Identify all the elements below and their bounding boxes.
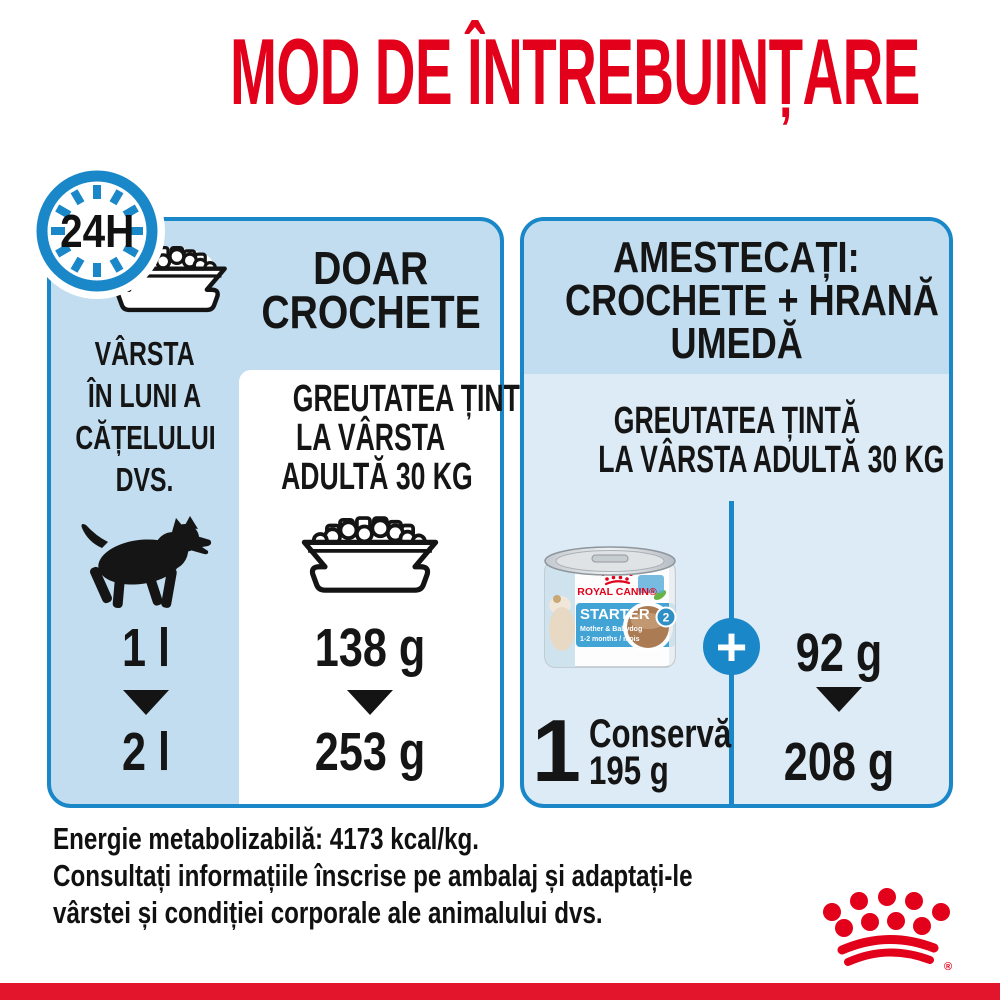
target-weight-dry-line1: GREUTATEA ȚINTĂ xyxy=(292,378,540,420)
target-weight-label-dry: GREUTATEA ȚINTĂ LA VÂRSTA ADULTĂ 30 KG xyxy=(240,380,539,498)
age-start-text: 1 l xyxy=(121,618,171,678)
age-end-text: 2 l xyxy=(121,722,171,782)
plus-sign-text: + xyxy=(715,616,748,677)
down-arrow-icon xyxy=(347,690,393,715)
mixed-arrow xyxy=(764,687,914,712)
wet-kibble-end-value: 208 g xyxy=(764,734,914,790)
target-weight-dry-line2: LA VÂRSTA xyxy=(296,417,446,459)
mixed-title-line2: CROCHETE + HRANĂ xyxy=(565,276,939,325)
footer-line3: vârstei și condiției corporale ale anima… xyxy=(53,895,603,930)
mixed-panel-title: AMESTECAȚI: CROCHETE + HRANĂ UMEDĂ xyxy=(524,233,949,368)
mixed-title-line1: AMESTECAȚI: xyxy=(613,233,860,282)
plus-icon: + xyxy=(703,618,760,675)
age-arrow xyxy=(56,690,236,715)
kibble-bowl-icon-dry xyxy=(295,516,445,595)
puppy-age-label-line2: ÎN LUNI A xyxy=(87,377,202,414)
dry-end-value: 253 g xyxy=(280,724,460,780)
puppy-age-label: VÂRSTA ÎN LUNI A CĂȚELULUI DVS. xyxy=(52,333,237,501)
mixed-panel-header-background xyxy=(524,221,949,374)
page-title-text: MOD DE ÎNTREBUINȚARE xyxy=(229,19,920,124)
dry-arrow xyxy=(280,690,460,715)
clock-24h-text: 24H xyxy=(59,205,135,257)
down-arrow-icon xyxy=(123,690,169,715)
kibble-start-text: 92 g xyxy=(795,623,883,683)
dry-start-text: 138 g xyxy=(314,618,426,678)
age-end-value: 2 l xyxy=(56,724,236,780)
dry-start-value: 138 g xyxy=(280,620,460,676)
dry-food-title-line2: CROCHETE xyxy=(261,286,481,338)
target-weight-mixed-line1: GREUTATEA ȚINTĂ xyxy=(613,400,860,442)
down-arrow-icon xyxy=(816,687,862,712)
kibble-end-text: 208 g xyxy=(783,732,895,792)
puppy-silhouette-icon xyxy=(81,516,212,609)
clock-24h-label: 24H xyxy=(27,207,167,255)
page-title: MOD DE ÎNTREBUINȚARE xyxy=(0,24,1000,120)
footer-line1: Energie metabolizabilă: 4173 kcal/kg. xyxy=(53,821,480,856)
can-serving-info: 1 Conservă 195 g xyxy=(532,701,771,800)
bottom-red-bar xyxy=(0,983,1000,1000)
dry-food-panel-title: DOAR CROCHETE xyxy=(240,242,502,338)
dry-end-text: 253 g xyxy=(314,722,426,782)
age-start-value: 1 l xyxy=(56,620,236,676)
footer-note: Energie metabolizabilă: 4173 kcal/kg. Co… xyxy=(53,820,813,931)
can-product-text: STARTER xyxy=(580,606,650,623)
royal-canin-crown-logo: ® xyxy=(823,888,952,973)
can-subtitle-text: Mother & Babydog xyxy=(580,626,642,633)
can-age-range-text: 1-2 months / mois xyxy=(580,636,640,643)
target-weight-dry-line3: ADULTĂ 30 KG xyxy=(281,456,473,498)
mixed-title-line3: UMEDĂ xyxy=(670,319,803,368)
target-weight-mixed-line2: LA VÂRSTA ADULTĂ 30 KG xyxy=(598,439,945,481)
mixed-feeding-panel: AMESTECAȚI: CROCHETE + HRANĂ UMEDĂ GREUT… xyxy=(520,217,953,808)
wet-kibble-start-value: 92 g xyxy=(764,625,914,681)
can-badge-circle xyxy=(655,606,677,628)
can-unit-label: Conservă xyxy=(588,712,732,756)
puppy-age-label-line4: DVS. xyxy=(115,461,174,498)
wet-food-can: ROYAL CANIN® STARTER Mother & Babydog 1-… xyxy=(544,546,677,668)
puppy-age-label-line3: CĂȚELULUI xyxy=(75,419,216,456)
dry-food-title-line1: DOAR xyxy=(313,242,429,294)
registered-mark: ® xyxy=(944,961,952,973)
puppy-age-label-line1: VÂRSTA xyxy=(94,335,195,372)
can-count: 1 xyxy=(532,701,581,800)
clock-24h-icon xyxy=(29,163,165,299)
can-weight-label: 195 g xyxy=(588,749,669,793)
footer-line2: Consultați informațiile înscrise pe amba… xyxy=(53,858,693,893)
target-weight-label-mixed: GREUTATEA ȚINTĂ LA VÂRSTA ADULTĂ 30 KG xyxy=(524,402,949,480)
can-badge-text: 2 xyxy=(663,611,670,625)
can-brand-text: ROYAL CANIN® xyxy=(577,586,657,598)
